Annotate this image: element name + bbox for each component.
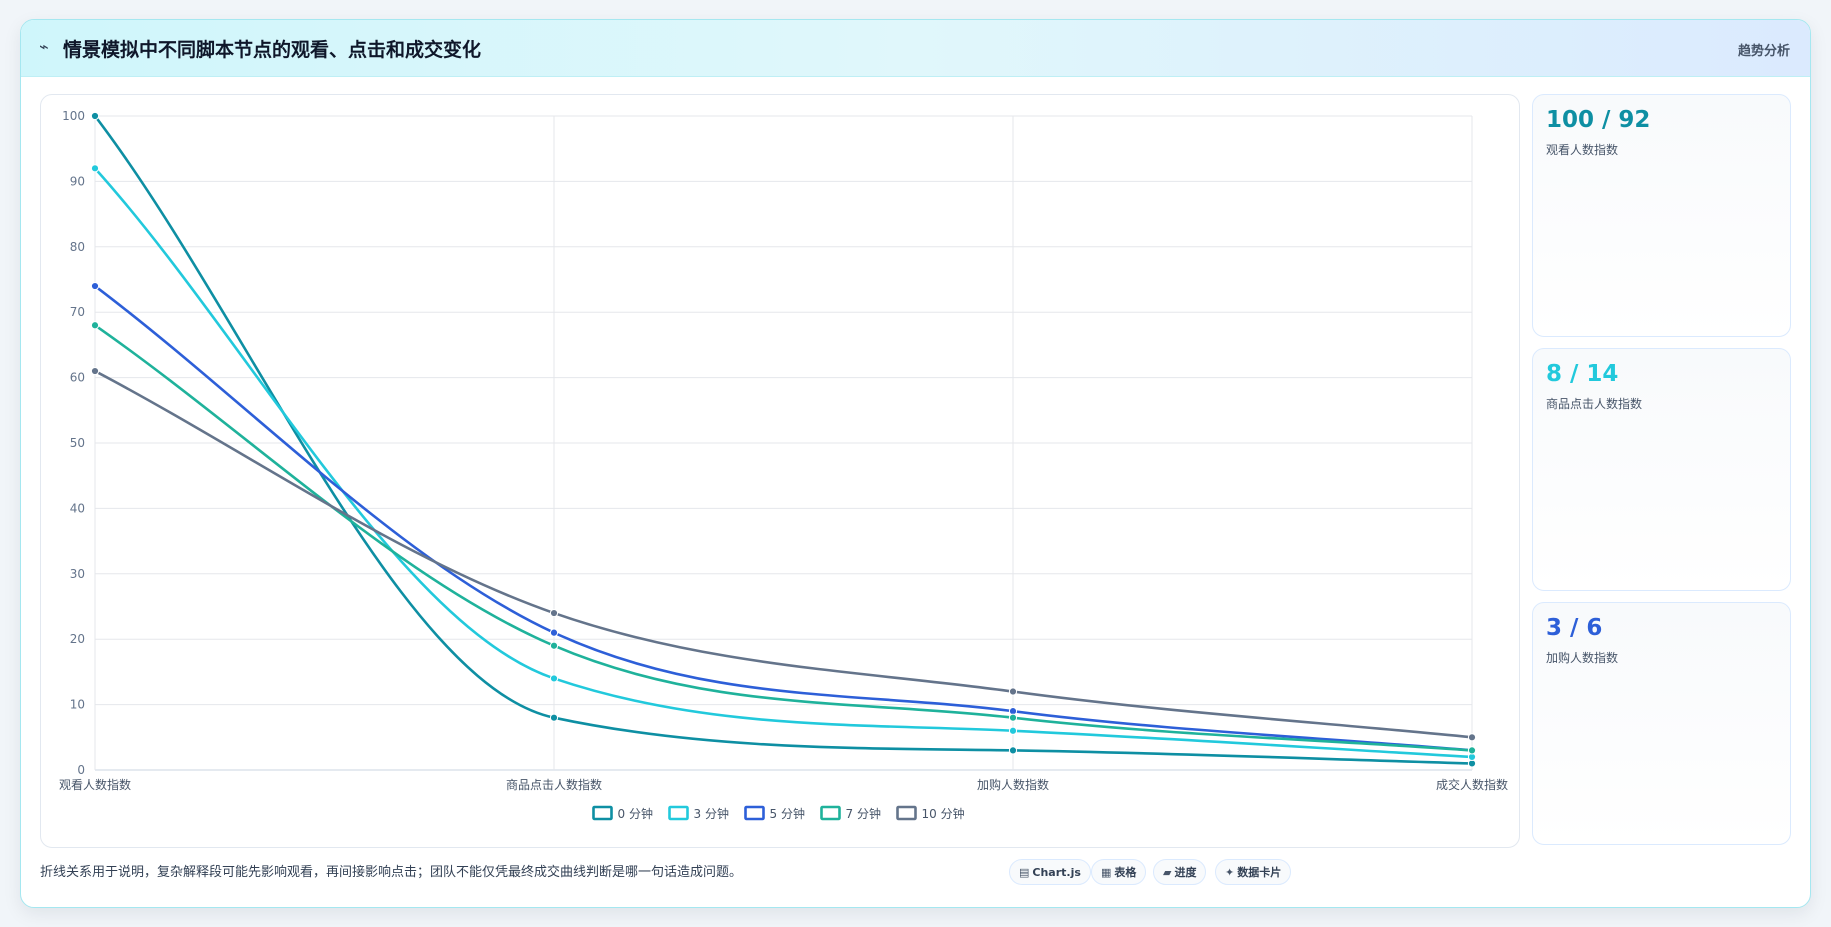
progress-pill[interactable]: ▰ 进度 — [1153, 859, 1207, 885]
legend-label: 7 分钟 — [846, 806, 881, 821]
progress-icon: ▰ — [1163, 866, 1172, 879]
data-point — [90, 164, 100, 173]
y-tick-label: 50 — [70, 436, 85, 450]
stat-card-add-to-cart: 3 / 6 加购人数指数 — [1532, 602, 1791, 845]
trend-line-icon: ⌁ — [39, 37, 49, 56]
pill-label: 表格 — [1114, 866, 1137, 879]
y-tick-label: 0 — [77, 763, 85, 777]
y-tick-label: 10 — [70, 698, 85, 712]
series-line — [94, 324, 1473, 752]
y-tick-label: 20 — [70, 632, 85, 646]
stat-value: 8 / 14 — [1546, 361, 1619, 387]
legend-swatch — [744, 805, 765, 821]
x-tick-label: 商品点击人数指数 — [506, 777, 602, 792]
stat-label: 商品点击人数指数 — [1546, 397, 1643, 411]
data-point — [1008, 713, 1018, 722]
chart-title: 情景模拟中不同脚本节点的观看、点击和成交变化 — [63, 39, 482, 61]
section-tag: 趋势分析 — [1737, 44, 1790, 59]
pill-label: 数据卡片 — [1237, 866, 1282, 879]
table-pill[interactable]: ▦ 表格 — [1091, 859, 1147, 885]
chart-icon: ▤ — [1019, 866, 1030, 879]
y-tick-label: 100 — [62, 109, 85, 123]
data-point — [90, 321, 100, 330]
series-line — [93, 115, 1473, 765]
stat-value: 100 / 92 — [1546, 107, 1651, 133]
data-point — [1008, 687, 1018, 696]
chart-panel: 0 10 20 30 40 50 60 70 80 90 100 观看人数指数 商品点击人数指数 加购人数… — [40, 94, 1520, 848]
data-point — [549, 713, 559, 722]
table-icon: ▦ — [1101, 866, 1112, 879]
line-chart: 0 10 20 30 40 50 60 70 80 90 100 观看人数指数 商品点击人数指数 加购人数… — [59, 109, 1508, 821]
data-card-pill[interactable]: ✦ 数据卡片 — [1215, 859, 1292, 885]
sparkle-icon: ✦ — [1225, 866, 1235, 879]
series-line — [94, 369, 1473, 739]
data-point — [1008, 746, 1018, 755]
legend-swatch — [820, 805, 841, 821]
x-tick-label: 加购人数指数 — [977, 777, 1049, 792]
legend-label: 3 分钟 — [694, 806, 729, 821]
stat-card-views: 100 / 92 观看人数指数 — [1532, 94, 1791, 337]
pill-label: Chart.js — [1032, 866, 1081, 879]
data-point — [90, 366, 100, 376]
legend-label: 0 分钟 — [618, 806, 653, 821]
y-tick-label: 30 — [70, 567, 85, 581]
legend-swatch — [896, 805, 917, 821]
dashboard-card: ⌁ 情景模拟中不同脚本节点的观看、点击和成交变化 趋势分析 0 10 20 30 40 5… — [20, 19, 1811, 908]
pill-label: 进度 — [1174, 866, 1197, 879]
stat-card-clicks: 8 / 14 商品点击人数指数 — [1532, 348, 1791, 591]
data-point — [549, 674, 559, 683]
x-tick-label: 成交人数指数 — [1436, 777, 1508, 792]
footer-note: 折线关系用于说明，复杂解释段可能先影响观看，再间接影响点击；团队不能仅凭最终成交… — [40, 865, 743, 880]
y-tick-label: 80 — [70, 240, 85, 254]
legend-label: 10 分钟 — [922, 806, 965, 821]
x-tick-label: 观看人数指数 — [59, 777, 131, 792]
y-tick-label: 60 — [70, 371, 85, 385]
series-line — [94, 167, 1473, 759]
data-point — [1008, 726, 1018, 735]
data-point — [549, 608, 559, 618]
data-point — [1467, 733, 1477, 742]
data-point — [90, 281, 100, 291]
legend-label: 5 分钟 — [770, 806, 805, 821]
card-header: ⌁ 情景模拟中不同脚本节点的观看、点击和成交变化 趋势分析 — [21, 20, 1810, 77]
data-point — [549, 628, 559, 637]
stat-label: 加购人数指数 — [1546, 651, 1619, 665]
legend-swatch — [668, 805, 689, 821]
legend-swatch — [592, 805, 613, 821]
data-point — [1467, 746, 1477, 755]
y-tick-label: 40 — [70, 501, 85, 515]
data-point — [90, 111, 100, 121]
y-tick-label: 90 — [70, 174, 85, 188]
stat-label: 观看人数指数 — [1546, 143, 1619, 157]
stat-value: 3 / 6 — [1546, 615, 1603, 641]
y-tick-label: 70 — [70, 305, 85, 319]
series-line — [94, 285, 1473, 752]
data-point — [549, 641, 559, 650]
chartjs-pill[interactable]: ▤ Chart.js — [1009, 859, 1091, 885]
